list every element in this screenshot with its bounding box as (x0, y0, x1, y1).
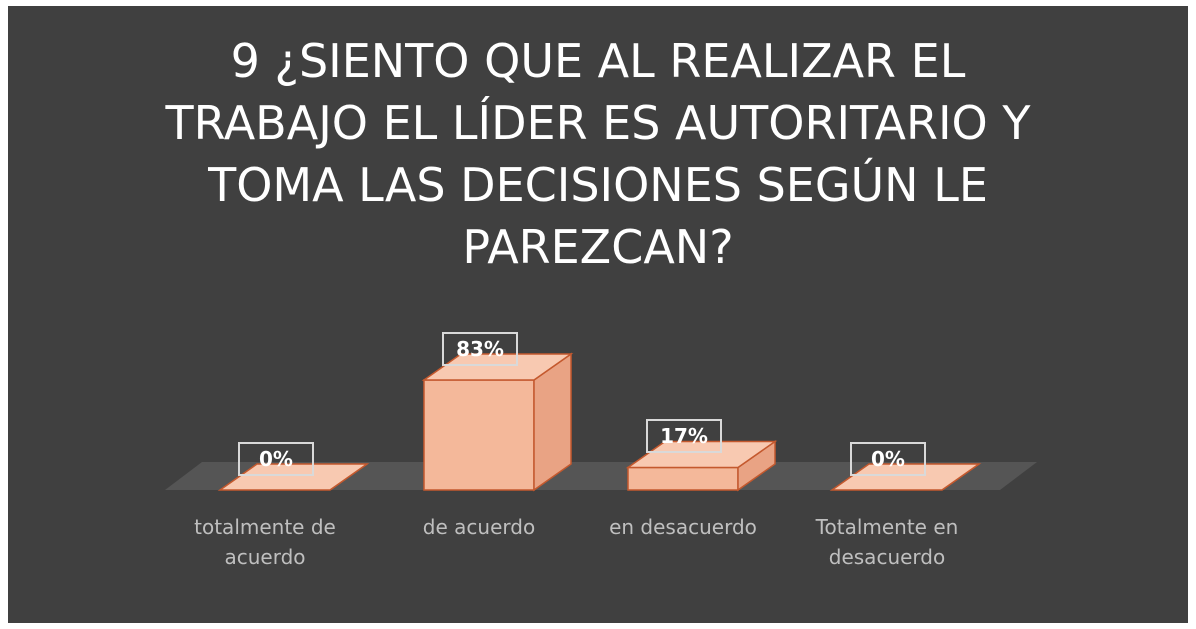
x-tick-label: de acuerdo (422, 515, 536, 539)
bar (625, 440, 778, 492)
x-tick-label: en desacuerdo (609, 515, 757, 539)
bar-top (217, 463, 370, 491)
bar (217, 463, 370, 491)
chart-area (8, 6, 1188, 623)
bar-front (423, 379, 535, 491)
bar-top (625, 440, 778, 469)
chart-title: 9 ¿SIENTO QUE AL REALIZAR EL TRABAJO EL … (165, 34, 1031, 274)
bar-top (829, 463, 982, 491)
value-label: 0% (850, 442, 926, 476)
floor (165, 462, 1037, 490)
value-label: 17% (646, 419, 722, 454)
value-label: 0% (238, 442, 314, 476)
bar (421, 352, 574, 492)
bar (829, 463, 982, 491)
x-tick-label: totalmente de acuerdo (194, 515, 336, 569)
x-tick-label: Totalmente en desacuerdo (815, 515, 959, 569)
bar-front (627, 466, 739, 491)
value-label: 83% (442, 332, 518, 366)
bar-top (421, 353, 574, 381)
